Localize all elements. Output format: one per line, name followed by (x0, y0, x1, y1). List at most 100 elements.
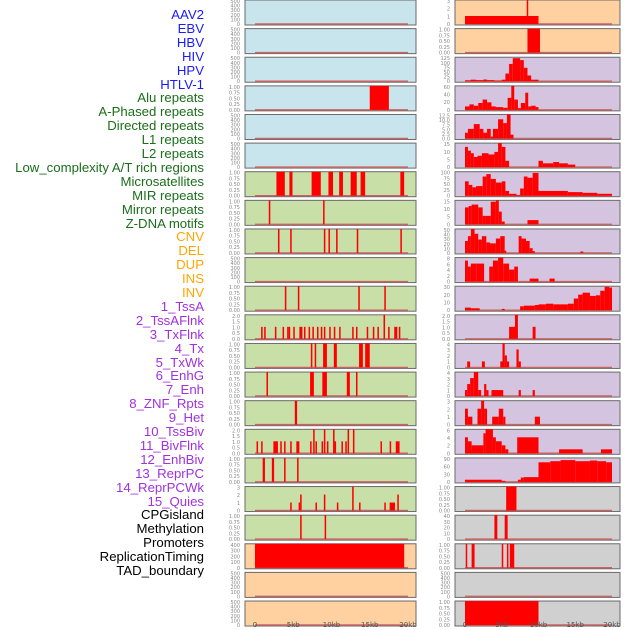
data-bar (477, 408, 482, 425)
data-bar (323, 343, 327, 368)
y-tick-label: 25 (444, 188, 450, 194)
y-tick-label: 100 (230, 275, 240, 281)
data-bar (350, 171, 357, 196)
data-bar (523, 305, 535, 311)
data-bar (489, 243, 496, 253)
data-bar (503, 123, 507, 139)
y-tick-label: 0 (447, 251, 450, 257)
data-bar (323, 494, 326, 511)
data-bar (482, 176, 487, 196)
y-tick-label: 400 (230, 543, 240, 549)
data-bar (476, 80, 484, 82)
data-bar (580, 251, 584, 253)
y-tick-label: 8 (447, 257, 450, 263)
data-bar (477, 155, 482, 168)
y-tick-label: 0.0 (232, 337, 240, 343)
y-tick-label: 0.25 (439, 560, 450, 566)
y-tick-label: 2 (447, 7, 450, 13)
y-tick-label: 0.50 (229, 383, 240, 389)
y-tick-label: 0 (447, 480, 450, 486)
y-tick-label: 0.50 (229, 96, 240, 102)
data-bar (380, 441, 382, 454)
panel-background (244, 457, 417, 484)
y-tick-label: 10 (444, 150, 450, 156)
track-label: MIR repeats (132, 187, 204, 203)
data-bar (545, 303, 554, 311)
data-bar (498, 257, 504, 282)
y-tick-label: 0.25 (229, 188, 240, 194)
data-bar (355, 326, 358, 339)
y-tick-label: 0.50 (229, 182, 240, 188)
y-tick-label: 75 (444, 65, 450, 71)
data-bar (498, 211, 502, 225)
y-tick-label: 1.00 (439, 600, 450, 606)
data-bar (483, 79, 488, 82)
data-bar (589, 295, 596, 311)
y-tick-label: 125 (440, 56, 450, 62)
data-bar (465, 408, 468, 425)
data-bar (465, 479, 502, 482)
track-label: A-Phased repeats (98, 104, 204, 120)
y-tick-label: 0 (447, 394, 450, 400)
track-label: Promoters (143, 535, 204, 551)
data-bar (498, 143, 502, 168)
y-tick-label: 1 (447, 415, 450, 421)
y-tick-label: 0.00 (229, 194, 240, 200)
y-tick-label: 100 (230, 618, 240, 624)
data-bar (274, 326, 277, 339)
y-tick-label: 500 (230, 56, 240, 62)
panel-background (244, 28, 417, 55)
data-bar (276, 171, 285, 196)
data-bar (384, 502, 386, 511)
data-bar (501, 445, 506, 454)
data-bar (509, 543, 515, 568)
data-bar (527, 177, 533, 196)
data-bar (280, 441, 282, 454)
data-bar (298, 502, 301, 511)
y-tick-label: 100 (440, 171, 450, 177)
y-tick-label: 10 (444, 531, 450, 537)
y-tick-label: 0.25 (439, 503, 450, 509)
data-bar (328, 228, 330, 253)
y-tick-label: 400 (230, 118, 240, 124)
right-panel: 3 21 0 (447, 0, 621, 28)
track-label: Directed repeats (107, 118, 204, 134)
data-bar (289, 171, 293, 196)
panel-background (244, 371, 417, 398)
data-bar (296, 441, 300, 454)
left-panel: 1.000.750.500.250.00 (229, 400, 417, 429)
y-tick-label: 0 (447, 222, 450, 228)
y-tick-label: 0.50 (439, 554, 450, 560)
data-bar (336, 502, 339, 511)
y-tick-label: 0 (447, 537, 450, 543)
data-bar (516, 195, 521, 196)
track-label: TAD_boundary (116, 563, 204, 578)
y-tick-label: 0.25 (229, 360, 240, 366)
data-bar (538, 304, 546, 311)
data-bar (465, 132, 468, 139)
data-bar (506, 543, 509, 568)
y-tick-label: 0.00 (439, 623, 450, 629)
y-tick-label: 200 (230, 554, 240, 560)
data-bar (287, 326, 289, 339)
y-tick-label: 2 (447, 407, 450, 413)
x-tick-label: 5kb (287, 621, 301, 629)
y-tick-label: 7.5 (442, 123, 450, 129)
panel-background (454, 56, 621, 83)
data-bar (520, 477, 524, 482)
y-tick-label: 0.50 (439, 497, 450, 503)
data-bar (359, 502, 361, 511)
data-bar (468, 205, 472, 225)
data-bar (483, 132, 488, 139)
panel-background (244, 342, 417, 369)
track-label: HIV (182, 48, 204, 64)
data-bar (389, 441, 392, 454)
y-tick-label: 50 (444, 228, 450, 234)
y-tick-label: 30 (444, 237, 450, 243)
y-tick-label: 40 (444, 514, 450, 520)
